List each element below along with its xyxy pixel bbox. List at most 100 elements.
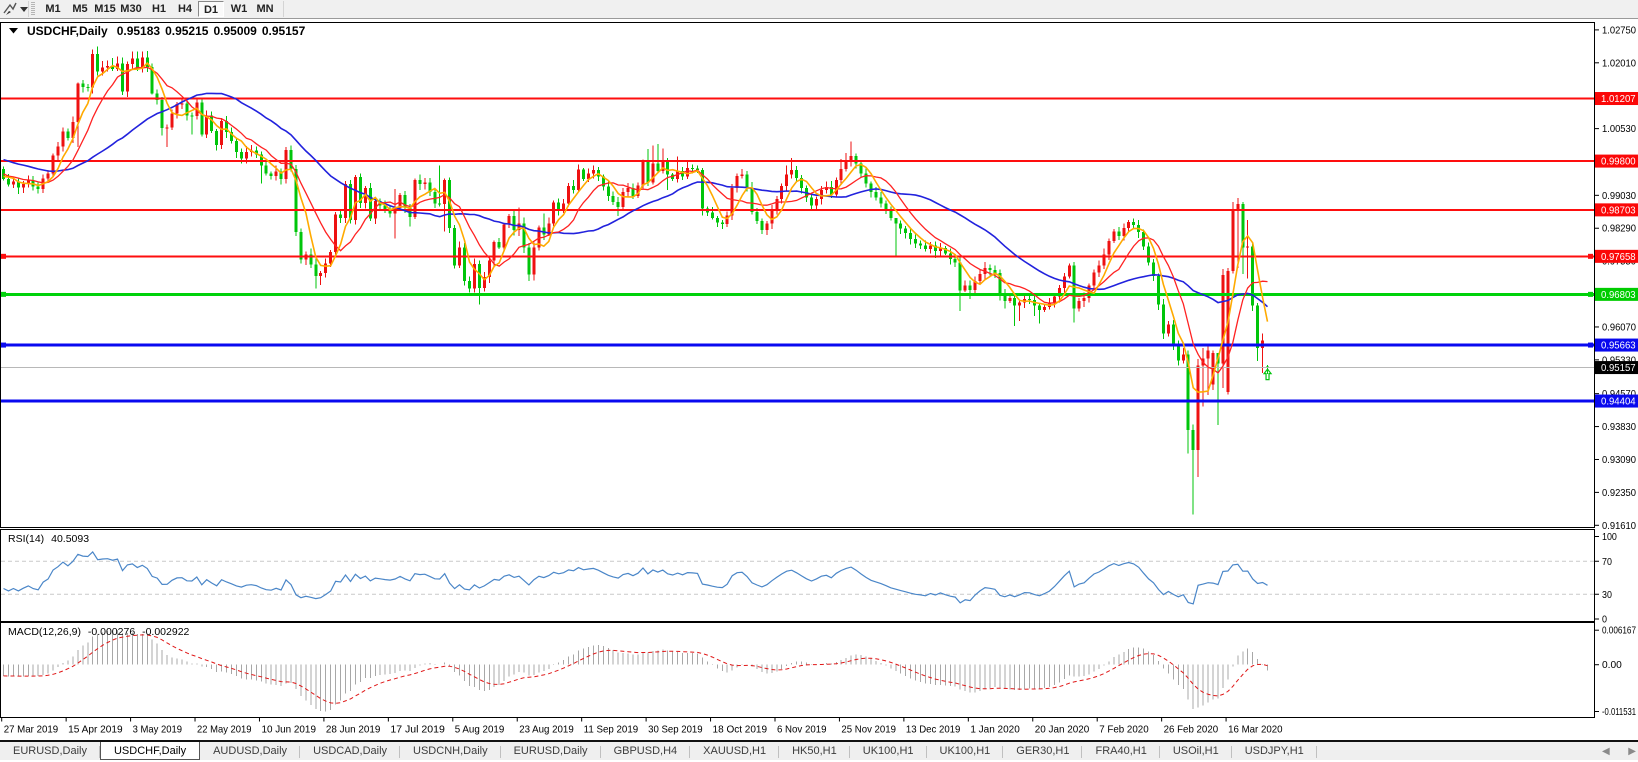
collapse-triangle-icon[interactable] (8, 26, 20, 36)
chart-cursor-icon[interactable] (2, 2, 18, 16)
chart-tab-usdjpy-h1[interactable]: USDJPY,H1 (1232, 742, 1317, 760)
svg-text:0.95663: 0.95663 (1601, 340, 1636, 352)
chart-tab-ger30-h1[interactable]: GER30,H1 (1003, 742, 1083, 760)
chart-tab-bar: EURUSD,Daily USDCHF,Daily AUDUSD,Daily USDC… (0, 740, 1638, 760)
hline-handle-left[interactable] (1, 342, 6, 348)
macd-tick-label: 0.00 (1602, 659, 1622, 671)
chart-tab-hk50-h1[interactable]: HK50,H1 (779, 742, 850, 760)
price-tick-label: 0.98290 (1602, 223, 1636, 235)
price-badge-0.98703 (1595, 203, 1638, 217)
price-badge-1.01207 (1595, 92, 1638, 106)
price-badge-0.95663 (1595, 338, 1638, 352)
svg-text:0.96803: 0.96803 (1601, 289, 1636, 301)
ohlc-low: 0.95009 (213, 24, 257, 38)
macd-main-value: -0.000276 (87, 626, 136, 638)
chart-tab-usoil-h1[interactable]: USOil,H1 (1160, 742, 1232, 760)
chart-tab-eurusd-daily[interactable]: EURUSD,Daily (0, 742, 100, 760)
date-label: 16 Mar 2020 (1228, 724, 1283, 736)
toolbar-grip[interactable] (31, 2, 35, 16)
svg-text:0.99800: 0.99800 (1601, 156, 1636, 168)
timeframe-button-m5[interactable]: M5 (72, 3, 88, 15)
tab-divider (848, 746, 850, 758)
timeframe-button-w1[interactable]: W1 (230, 3, 248, 15)
chart-tab-uk100-h1[interactable]: UK100,H1 (850, 742, 927, 760)
chart-symbol-period: USDCHF,Daily (27, 24, 108, 38)
chart-tab-gbpusd-h4[interactable]: GBPUSD,H4 (601, 742, 691, 760)
rsi-name: RSI(14) (8, 533, 45, 545)
chart-tab-uk100-h1[interactable]: UK100,H1 (927, 742, 1004, 760)
timeframe-button-h4[interactable]: H4 (177, 3, 193, 15)
date-label: 23 Aug 2019 (519, 724, 574, 736)
ma-fast-line (3, 61, 1269, 394)
rsi-value: 40.5093 (51, 533, 90, 545)
ohlc-close: 0.95157 (261, 24, 306, 38)
timeframe-toolbar: M1 M5 M15 M30 H1 H4 D1 W1 MN (0, 0, 1638, 19)
chart-tab-usdchf-daily[interactable]: USDCHF,Daily (99, 742, 201, 760)
price-tick-label: 0.93090 (1602, 454, 1636, 466)
hline-handle-left[interactable] (1, 291, 6, 297)
ohlc-open: 0.95183 (116, 24, 161, 38)
rsi-tick-label: 30 (1602, 589, 1612, 601)
tab-divider (599, 746, 601, 758)
scroll-left-arrow-icon[interactable]: ◀ (1602, 746, 1610, 757)
price-tick-label: 0.91610 (1602, 520, 1636, 532)
tab-divider (98, 746, 100, 758)
macd-name: MACD(12,26,9) (8, 626, 81, 638)
tab-divider (499, 746, 501, 758)
rsi-panel (0, 529, 1595, 622)
buy-arrow-icon[interactable] (1262, 368, 1273, 381)
price-badge-0.97658 (1595, 249, 1638, 263)
chart-tab-audusd-daily[interactable]: AUDUSD,Daily (200, 742, 301, 760)
timeframe-button-h1[interactable]: H1 (151, 3, 167, 15)
tab-scroll-buttons: ◀ ▶ (1602, 745, 1636, 759)
chart-area: 1.027501.020101.012701.005300.997900.990… (0, 19, 1638, 762)
tab-divider (1315, 746, 1317, 758)
price-tick-label: 1.02010 (1602, 57, 1636, 69)
chart-tab-xauusd-h1[interactable]: XAUUSD,H1 (690, 742, 780, 760)
hline-handle-left[interactable] (1, 253, 6, 259)
svg-text:0.97658: 0.97658 (1601, 251, 1636, 263)
rsi-label: RSI(14) 40.5093 (8, 533, 89, 545)
tab-divider (1230, 746, 1232, 758)
usdchf-daily-chart[interactable]: 1.027501.020101.012701.005300.997900.990… (0, 19, 1638, 762)
date-label: 27 Mar 2019 (4, 724, 59, 736)
main-price-panel (0, 22, 1595, 528)
timeframe-button-mn[interactable]: MN (256, 3, 274, 15)
price-tick-label: 0.93830 (1602, 421, 1636, 433)
tab-divider (299, 746, 301, 758)
timeframe-button-m1[interactable]: M1 (45, 3, 61, 15)
price-badge-0.95157 (1595, 361, 1638, 375)
macd-signal-line (3, 634, 1268, 704)
ma-slow-line (3, 92, 1269, 308)
date-label: 18 Oct 2019 (713, 724, 768, 736)
hline-handle-right[interactable] (1588, 253, 1593, 259)
date-label: 28 Jun 2019 (326, 724, 381, 736)
chart-title-row: USDCHF,Daily 0.95183 0.95215 0.95009 0.9… (8, 24, 305, 38)
date-label: 26 Feb 2020 (1164, 724, 1219, 736)
dropdown-arrow-icon[interactable] (16, 2, 32, 16)
chart-tab-usdcad-daily[interactable]: USDCAD,Daily (300, 742, 401, 760)
scroll-right-arrow-icon[interactable]: ▶ (1628, 746, 1636, 757)
price-tick-label: 1.02750 (1602, 24, 1636, 36)
ohlc-high: 0.95215 (165, 24, 209, 38)
tab-divider (1002, 746, 1004, 758)
macd-panel (0, 622, 1595, 718)
date-label: 10 Jun 2019 (261, 724, 316, 736)
date-label: 3 May 2019 (133, 724, 183, 736)
timeframe-button-d1[interactable]: D1 (198, 1, 224, 17)
timeframe-button-m15[interactable]: M15 (94, 3, 116, 15)
chart-tab-usdcnh-daily[interactable]: USDCNH,Daily (400, 742, 501, 760)
date-label: 7 Feb 2020 (1099, 724, 1149, 736)
macd-signal-value: -0.002922 (142, 626, 190, 638)
date-label: 20 Jan 2020 (1035, 724, 1090, 736)
candles[interactable] (2, 46, 1270, 515)
price-tick-label: 1.00530 (1602, 123, 1636, 135)
chart-tab-eurusd-daily[interactable]: EURUSD,Daily (501, 742, 601, 760)
hline-handle-right[interactable] (1588, 291, 1593, 297)
date-label: 25 Nov 2019 (841, 724, 896, 736)
chart-tab-fra40-h1[interactable]: FRA40,H1 (1082, 742, 1160, 760)
timeframe-button-m30[interactable]: M30 (120, 3, 142, 15)
toolbar-separator-end (283, 1, 284, 17)
hline-handle-right[interactable] (1588, 342, 1593, 348)
